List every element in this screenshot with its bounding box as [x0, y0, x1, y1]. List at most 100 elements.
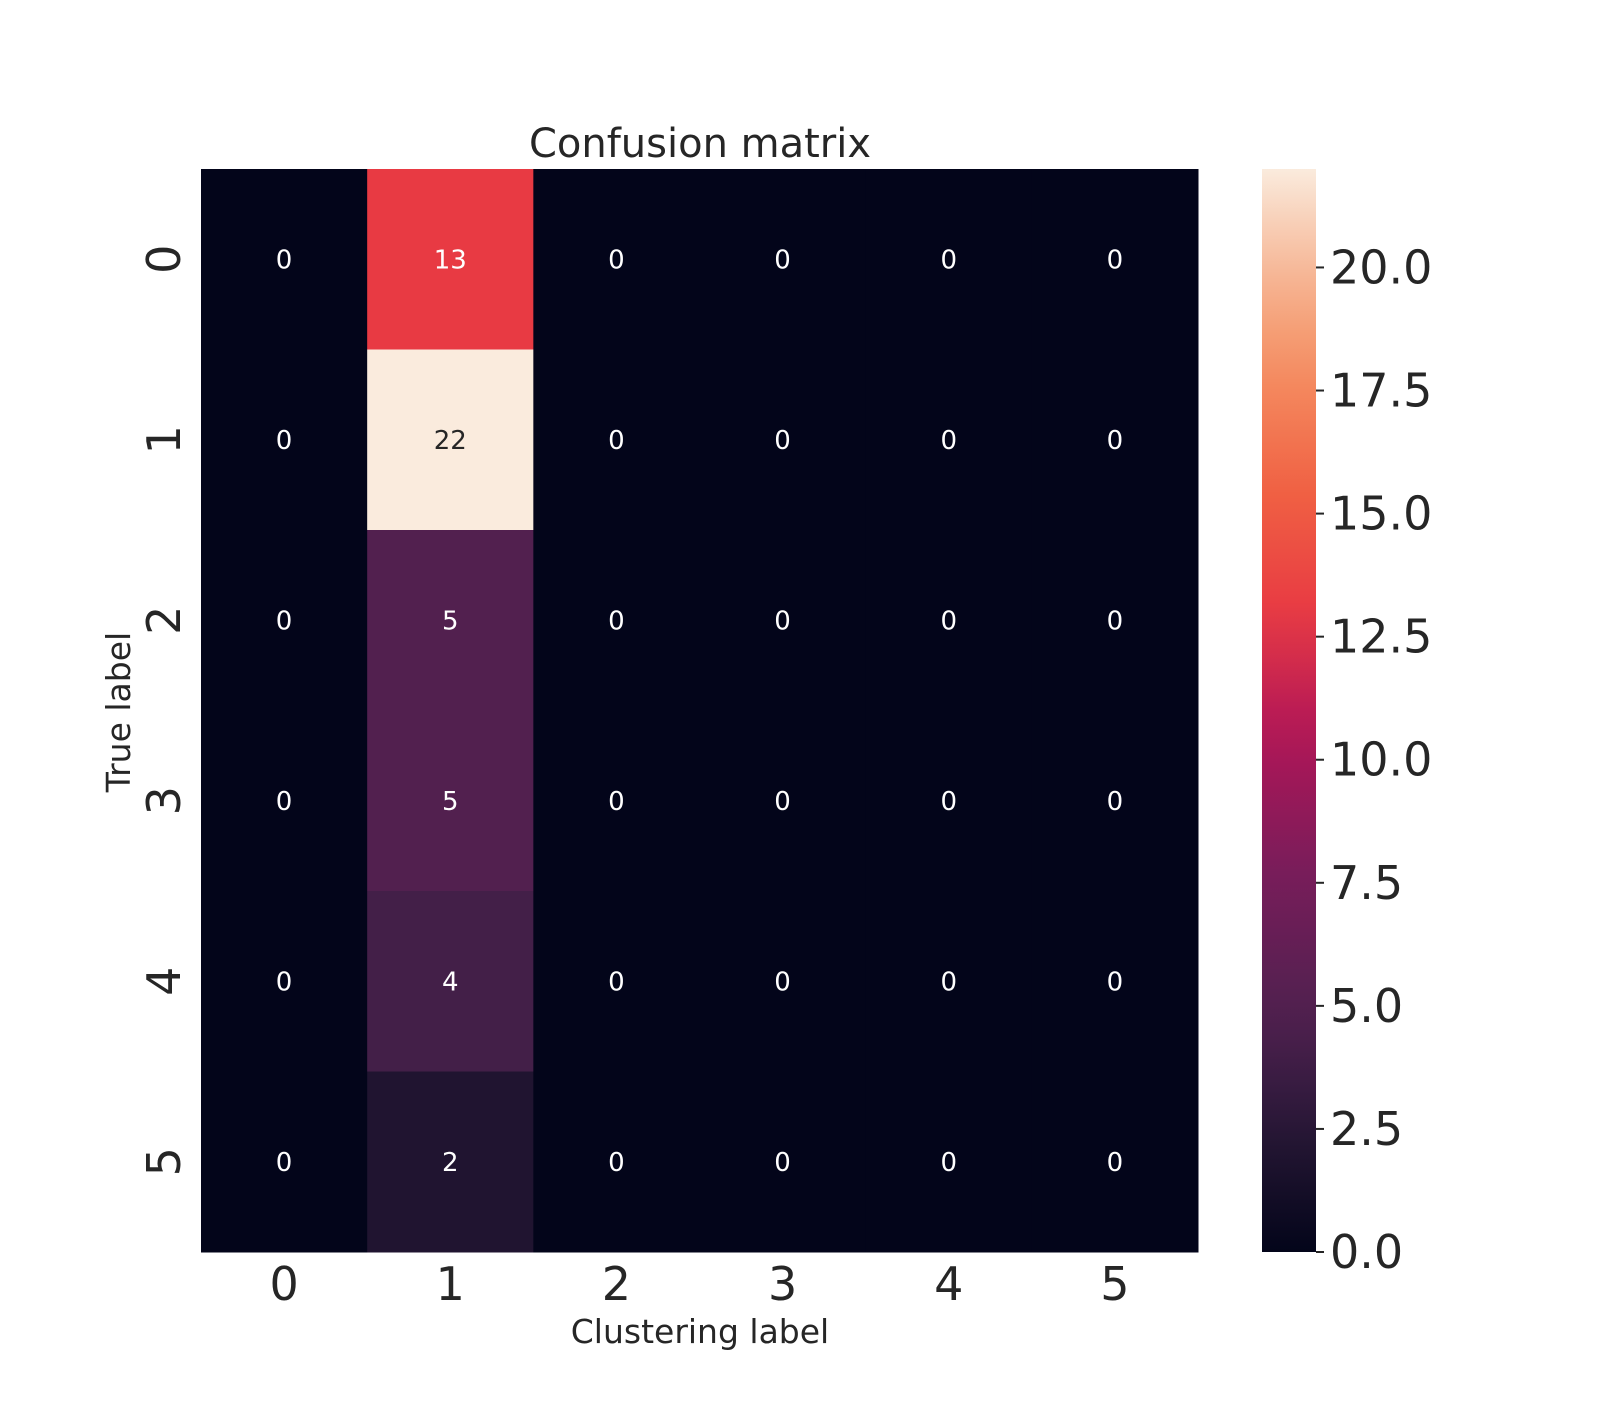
heatmap-cell-r0-c1	[367, 169, 534, 350]
chart-title: Confusion matrix	[529, 121, 871, 167]
cell-annotation-r1-c1: 22	[434, 426, 467, 456]
heatmap-cell-r0-c4	[865, 169, 1033, 350]
y-axis-label: True label	[99, 632, 138, 793]
heatmap-cell-r4-c1	[367, 891, 534, 1072]
cell-annotation-r1-c2: 0	[608, 426, 625, 456]
cell-annotation-r1-c5: 0	[1107, 426, 1124, 456]
cell-annotation-r2-c5: 0	[1107, 606, 1124, 636]
cell-annotation-r5-c0: 0	[276, 1148, 293, 1178]
x-tick-label-3: 3	[768, 1257, 797, 1311]
cell-annotation-r0-c1: 13	[434, 245, 467, 275]
colorbar	[1262, 169, 1316, 1252]
cell-annotation-r0-c2: 0	[608, 245, 625, 275]
heatmap-cell-r4-c0	[201, 891, 368, 1072]
heatmap-cell-r1-c0	[201, 349, 368, 531]
x-tick-label-0: 0	[269, 1257, 298, 1311]
heatmap-cell-r2-c2	[533, 530, 700, 711]
cell-annotations: 0 13 0 0 0 0 0 22 0 0 0 0 0 5 0 0 0 0 0 5 0 0 0 0 0 4 0 0 0 0 0 2 0 0 0 0	[276, 245, 1123, 1178]
heatmap-cell-r4-c5	[1031, 891, 1199, 1072]
x-tick-label-4: 4	[934, 1257, 963, 1311]
heatmap-cell-r3-c2	[533, 710, 700, 892]
colorbar-tick-label: 5.0	[1330, 979, 1403, 1033]
cell-annotation-r0-c5: 0	[1107, 245, 1124, 275]
cell-annotation-r2-c0: 0	[276, 606, 293, 636]
colorbar-tick-label: 7.5	[1330, 856, 1403, 910]
cell-annotation-r5-c4: 0	[940, 1148, 957, 1178]
heatmap-cell-r3-c5	[1031, 710, 1199, 892]
cell-annotation-r2-c3: 0	[774, 606, 791, 636]
heatmap-cell-r5-c3	[699, 1071, 867, 1253]
x-tick-label-1: 1	[436, 1257, 465, 1311]
heatmap-cell-r1-c4	[865, 349, 1033, 531]
y-tick-label-1: 1	[137, 425, 191, 454]
cell-annotation-r3-c2: 0	[608, 787, 625, 817]
heatmap-cell-r3-c0	[201, 710, 368, 892]
x-tick-labels: 0 1 2 3 4 5	[269, 1257, 1129, 1311]
cell-annotation-r0-c0: 0	[276, 245, 293, 275]
x-axis-label: Clustering label	[571, 1312, 829, 1351]
x-tick-label-2: 2	[602, 1257, 631, 1311]
heatmap-cell-r1-c3	[699, 349, 867, 531]
heatmap-cell-r5-c2	[533, 1071, 700, 1253]
heatmap-cell-r0-c5	[1031, 169, 1199, 350]
colorbar-ticks: 0.0 2.5 5.0 7.5 10.0 12.5 15.0 17.5 20.0	[1316, 240, 1432, 1279]
y-tick-label-0: 0	[137, 245, 191, 274]
cell-annotation-r3-c0: 0	[276, 787, 293, 817]
heatmap-cell-r4-c2	[533, 891, 700, 1072]
cell-annotation-r5-c3: 0	[774, 1148, 791, 1178]
heatmap-cell-r4-c3	[699, 891, 867, 1072]
heatmap-cell-r2-c0	[201, 530, 368, 711]
y-tick-label-2: 2	[137, 606, 191, 635]
cell-annotation-r0-c4: 0	[940, 245, 957, 275]
y-tick-label-3: 3	[137, 786, 191, 815]
heatmap-cell-r5-c5	[1031, 1071, 1199, 1253]
cell-annotation-r4-c5: 0	[1107, 967, 1124, 997]
heatmap-cell-r3-c4	[865, 710, 1033, 892]
cell-annotation-r4-c1: 4	[442, 967, 459, 997]
heatmap-cell-r2-c1	[367, 530, 534, 711]
cell-annotation-r3-c4: 0	[940, 787, 957, 817]
cell-annotation-r4-c4: 0	[940, 967, 957, 997]
cell-annotation-r4-c2: 0	[608, 967, 625, 997]
heatmap-cell-r5-c0	[201, 1071, 368, 1253]
heatmap-cell-r1-c1	[367, 349, 534, 531]
y-tick-label-4: 4	[137, 967, 191, 996]
colorbar-tick-label: 10.0	[1330, 733, 1432, 787]
cell-annotation-r3-c5: 0	[1107, 787, 1124, 817]
cell-annotation-r2-c4: 0	[940, 606, 957, 636]
cell-annotation-r3-c1: 5	[442, 787, 459, 817]
heatmap-cell-r1-c2	[533, 349, 700, 531]
cell-annotation-r3-c3: 0	[774, 787, 791, 817]
cell-annotation-r1-c3: 0	[774, 426, 791, 456]
heatmap-cell-r0-c3	[699, 169, 867, 350]
heatmap-cell-r3-c3	[699, 710, 867, 892]
heatmap-cell-r0-c2	[533, 169, 700, 350]
cell-annotation-r0-c3: 0	[774, 245, 791, 275]
x-tick-label-5: 5	[1100, 1257, 1129, 1311]
heatmap-cell-r2-c5	[1031, 530, 1199, 711]
cell-annotation-r5-c1: 2	[442, 1148, 459, 1178]
cell-annotation-r1-c4: 0	[940, 426, 957, 456]
colorbar-tick-label: 12.5	[1330, 610, 1432, 664]
colorbar-tick-label: 15.0	[1330, 487, 1432, 541]
heatmap-cell-r4-c4	[865, 891, 1033, 1072]
colorbar-tick-label: 20.0	[1330, 240, 1432, 294]
cell-annotation-r2-c2: 0	[608, 606, 625, 636]
y-tick-labels: 0 1 2 3 4 5	[137, 245, 191, 1177]
heatmap-cell-r2-c4	[865, 530, 1033, 711]
colorbar-tick-label: 2.5	[1330, 1102, 1403, 1156]
cell-annotation-r2-c1: 5	[442, 606, 459, 636]
colorbar-tick-label: 17.5	[1330, 364, 1432, 418]
heatmap-cell-r5-c1	[367, 1071, 534, 1253]
heatmap-cell-r0-c0	[201, 169, 368, 350]
y-tick-label-5: 5	[137, 1147, 191, 1176]
heatmap-cell-r1-c5	[1031, 349, 1199, 531]
heatmap-cell-r5-c4	[865, 1071, 1033, 1253]
colorbar-tick-label: 0.0	[1330, 1225, 1403, 1279]
heatmap-cell-r3-c1	[367, 710, 534, 892]
heatmap-cell-r2-c3	[699, 530, 867, 711]
cell-annotation-r5-c2: 0	[608, 1148, 625, 1178]
cell-annotation-r5-c5: 0	[1107, 1148, 1124, 1178]
